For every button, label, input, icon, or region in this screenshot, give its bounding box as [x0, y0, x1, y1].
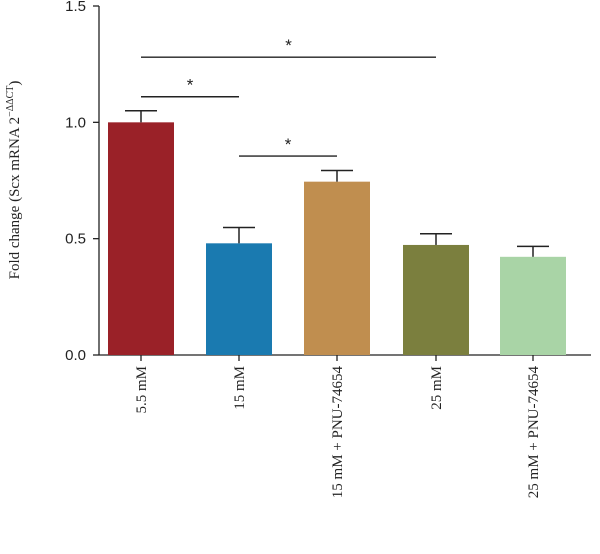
bar — [108, 122, 174, 355]
x-tick-label: 25 mM + PNU-74654 — [526, 366, 542, 499]
y-tick-label: 0.5 — [65, 231, 86, 248]
bars — [108, 122, 566, 355]
y-axis-title-close: ) — [7, 81, 23, 86]
significance-star: * — [285, 135, 292, 154]
error-bars — [125, 109, 549, 257]
y-axis-title-superscript: −ΔΔCT — [5, 86, 16, 117]
x-tick-label: 15 mM + PNU-74654 — [330, 366, 346, 499]
y-tick-label: 1.0 — [65, 114, 86, 131]
y-tick-label: 0.0 — [65, 347, 86, 364]
y-tick-label: 1.5 — [65, 0, 86, 15]
significance-brackets: * * * — [141, 36, 436, 157]
x-tick-label: 15 mM — [232, 366, 248, 410]
significance-star: * — [285, 36, 292, 55]
y-axis-title: Fold change (Scx mRNA 2−ΔΔCT) — [5, 81, 23, 280]
y-axis-title-main: Fold change (Scx mRNA 2 — [7, 117, 23, 280]
bar — [403, 244, 469, 355]
bar — [304, 181, 370, 355]
significance-star: * — [187, 76, 194, 95]
y-ticks: 0.0 0.5 1.0 1.5 — [65, 0, 99, 364]
bar — [206, 243, 272, 355]
bar — [500, 256, 566, 355]
x-tick-labels: 5.5 mM 15 mM 15 mM + PNU-74654 25 mM 25 mM +… — [134, 355, 542, 498]
x-tick-label: 25 mM — [429, 366, 445, 410]
x-tick-label: 5.5 mM — [134, 366, 150, 414]
